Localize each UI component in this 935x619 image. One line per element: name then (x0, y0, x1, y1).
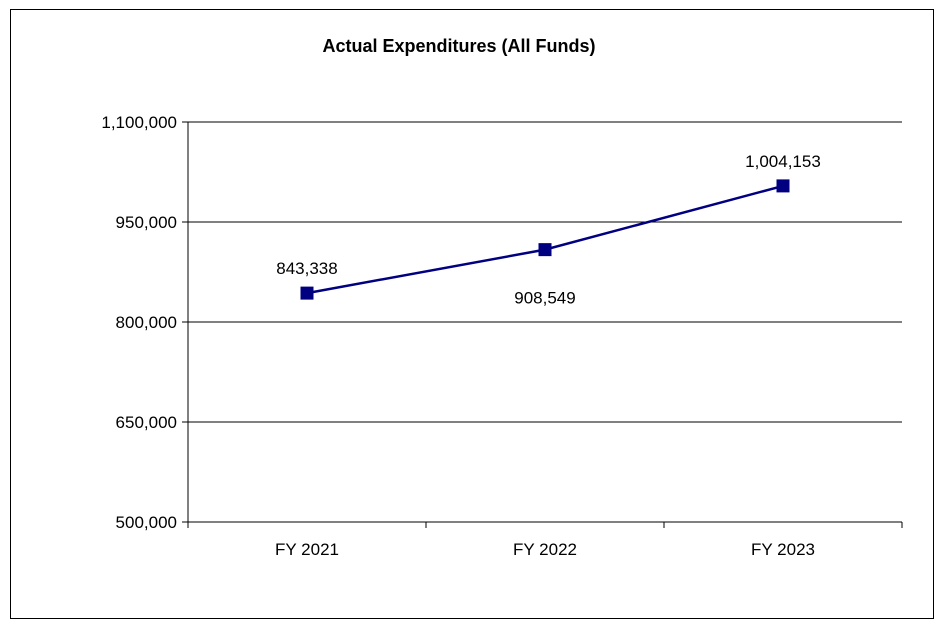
data-label: 843,338 (276, 259, 337, 278)
data-label: 908,549 (514, 289, 575, 308)
y-tick-label: 500,000 (116, 513, 177, 532)
x-tick-label: FY 2023 (751, 540, 815, 559)
x-tick-label: FY 2021 (275, 540, 339, 559)
data-point-marker (300, 286, 314, 300)
y-tick-label: 1,100,000 (101, 113, 177, 132)
data-point-marker (538, 243, 552, 257)
line-chart: Actual Expenditures (All Funds) 500,000 6… (101, 36, 903, 559)
data-label: 1,004,153 (745, 152, 821, 171)
y-tick-label: 800,000 (116, 313, 177, 332)
y-tick-label: 950,000 (116, 213, 177, 232)
y-tick-label: 650,000 (116, 413, 177, 432)
x-tick-label: FY 2022 (513, 540, 577, 559)
chart-title: Actual Expenditures (All Funds) (322, 36, 595, 56)
series-line (306, 184, 784, 295)
data-point-marker (776, 179, 790, 193)
chart-frame (10, 9, 934, 619)
